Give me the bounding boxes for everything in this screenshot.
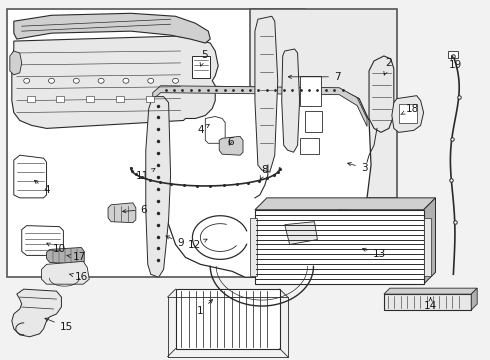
Text: 17: 17 (67, 252, 86, 262)
Polygon shape (151, 86, 371, 277)
Polygon shape (14, 13, 210, 43)
Text: 8: 8 (260, 165, 268, 179)
Polygon shape (369, 56, 394, 132)
Ellipse shape (172, 78, 178, 83)
Bar (7, 9, 305, 277)
Bar (399, 104, 416, 123)
Bar (146, 96, 154, 102)
Bar (56, 96, 64, 102)
Text: 14: 14 (424, 298, 437, 311)
Polygon shape (205, 117, 225, 143)
Polygon shape (153, 86, 367, 126)
Bar (86, 96, 94, 102)
Polygon shape (392, 96, 424, 132)
Text: 9: 9 (166, 236, 184, 248)
Polygon shape (10, 51, 22, 75)
Text: 13: 13 (363, 248, 386, 260)
Text: 6: 6 (122, 205, 147, 215)
Text: 10: 10 (47, 243, 66, 255)
Ellipse shape (98, 78, 104, 83)
Bar (250, 218, 257, 276)
Text: 5: 5 (200, 50, 208, 66)
Text: 12: 12 (188, 239, 207, 251)
Bar (305, 111, 322, 132)
Ellipse shape (148, 78, 154, 83)
Polygon shape (255, 198, 436, 210)
Bar (26, 96, 35, 102)
Text: 15: 15 (45, 318, 73, 332)
Polygon shape (47, 247, 84, 264)
Text: 4: 4 (197, 125, 209, 135)
Bar (299, 138, 319, 154)
Polygon shape (255, 16, 278, 172)
Text: 16: 16 (69, 272, 88, 282)
Text: 19: 19 (449, 56, 462, 70)
Bar (255, 210, 424, 284)
Bar (193, 56, 210, 78)
Polygon shape (424, 198, 436, 284)
Bar (299, 76, 321, 105)
Polygon shape (108, 203, 136, 223)
Bar (384, 294, 471, 310)
Ellipse shape (123, 78, 129, 83)
Text: 2: 2 (384, 58, 392, 75)
Polygon shape (22, 226, 63, 255)
Bar (250, 9, 397, 198)
Text: 4: 4 (34, 180, 50, 195)
Ellipse shape (74, 78, 79, 83)
Polygon shape (42, 261, 89, 284)
Bar (116, 96, 124, 102)
Polygon shape (285, 222, 318, 244)
Ellipse shape (49, 78, 54, 83)
Text: 1: 1 (197, 300, 213, 316)
Bar (424, 218, 431, 276)
Polygon shape (14, 155, 47, 198)
Bar (448, 51, 458, 58)
Text: 6: 6 (227, 137, 233, 147)
Polygon shape (384, 288, 477, 294)
Text: 11: 11 (136, 168, 155, 181)
Text: 3: 3 (348, 163, 368, 173)
Polygon shape (471, 288, 477, 310)
Polygon shape (146, 96, 171, 277)
Polygon shape (219, 136, 243, 155)
Polygon shape (12, 36, 218, 129)
Ellipse shape (24, 78, 30, 83)
Polygon shape (282, 49, 299, 152)
Text: 7: 7 (288, 72, 341, 82)
Text: 18: 18 (401, 104, 419, 114)
Bar (175, 289, 280, 349)
Polygon shape (12, 289, 61, 337)
